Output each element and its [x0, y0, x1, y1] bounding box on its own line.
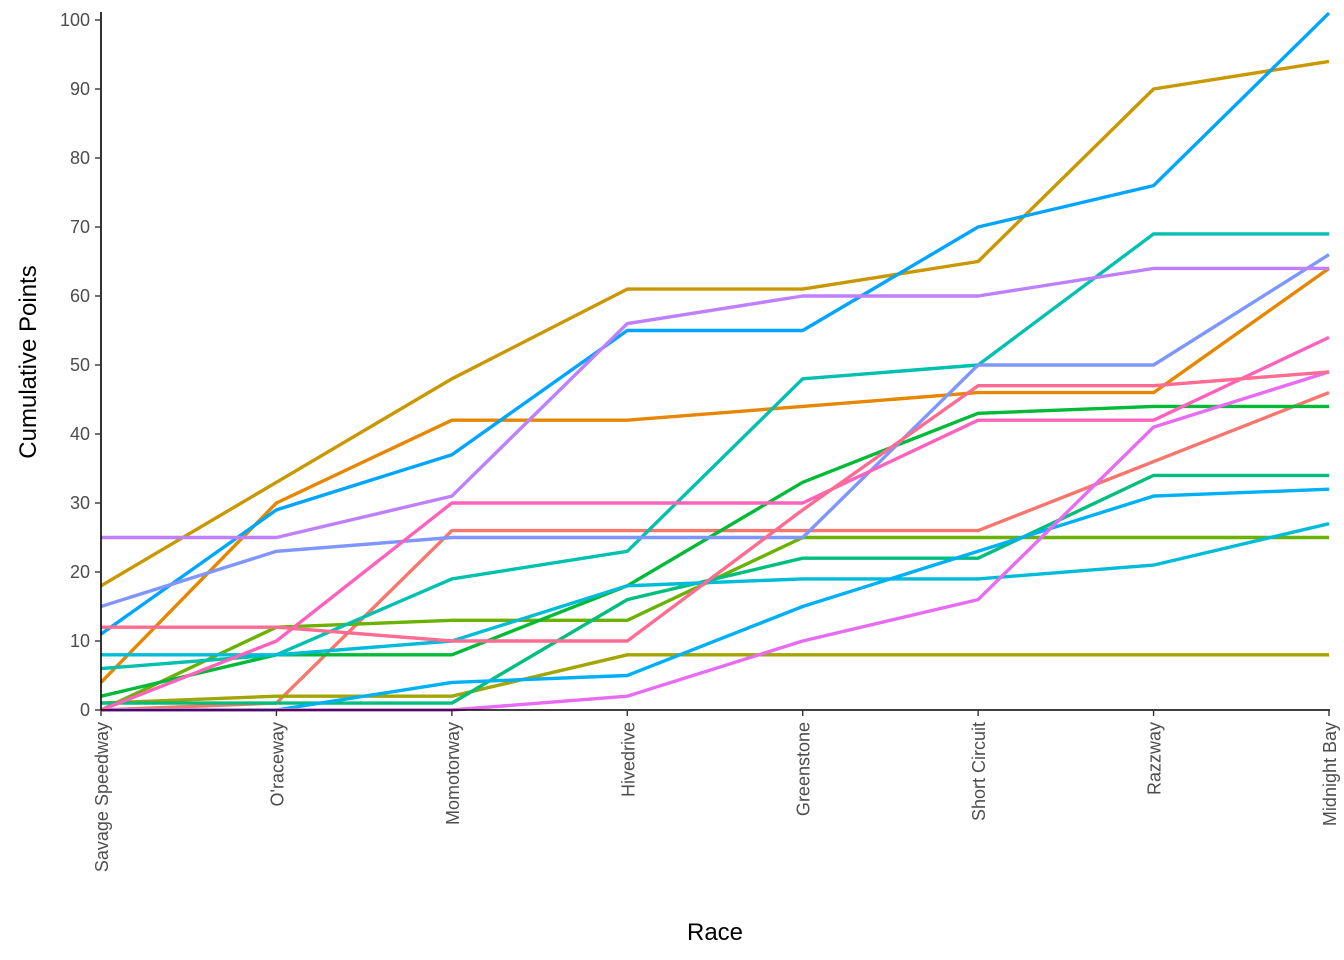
series-line-6	[100, 404, 1329, 698]
y-tick-label: 50	[70, 355, 90, 375]
x-tick-label: Momotorway	[443, 722, 463, 825]
x-tick-label: Hivedrive	[618, 722, 638, 797]
series-line-12	[100, 253, 1330, 609]
series-line-9	[101, 522, 1330, 657]
y-tick-label: 40	[70, 424, 90, 444]
y-axis-title: Cumulative Points	[15, 265, 42, 458]
series-layer	[99, 11, 1331, 712]
x-tick-label: Midnight Bay	[1320, 722, 1340, 826]
series-line-7	[101, 473, 1329, 705]
y-tick-label: 20	[70, 562, 90, 582]
series-line-3	[100, 59, 1330, 588]
x-tick-label: O'raceway	[267, 722, 287, 806]
y-tick-label: 80	[70, 148, 90, 168]
y-tick-label: 0	[80, 700, 90, 720]
series-line-11	[100, 11, 1331, 636]
series-line-10	[101, 487, 1330, 712]
x-tick-label: Greenstone	[794, 722, 814, 816]
y-tick-label: 100	[60, 10, 90, 30]
series-line-14	[101, 370, 1330, 712]
y-tick-label: 10	[70, 631, 90, 651]
series-line-5	[100, 535, 1329, 712]
x-ticks: Savage Speedway O'raceway Momotorway Hivedr…	[92, 710, 1340, 872]
series-line-8	[100, 232, 1329, 671]
series-line-4	[100, 653, 1329, 705]
series-line-1	[100, 391, 1330, 712]
x-tick-label: Savage Speedway	[92, 722, 112, 872]
x-axis-title: Race	[687, 919, 743, 946]
y-tick-label: 30	[70, 493, 90, 513]
y-ticks: 0 10 20 30 40 50 60 70 80 90 100	[60, 10, 101, 720]
axes-layer	[100, 12, 1330, 711]
series-line-13	[101, 266, 1329, 540]
x-tick-label: Short Circuit	[969, 722, 989, 821]
x-tick-label: Razzway	[1145, 722, 1165, 795]
series-line-2	[99, 267, 1330, 684]
series-line-16	[101, 370, 1330, 643]
series-line-15	[100, 335, 1330, 712]
y-tick-label: 90	[70, 79, 90, 99]
y-tick-label: 70	[70, 217, 90, 237]
y-tick-label: 60	[70, 286, 90, 306]
